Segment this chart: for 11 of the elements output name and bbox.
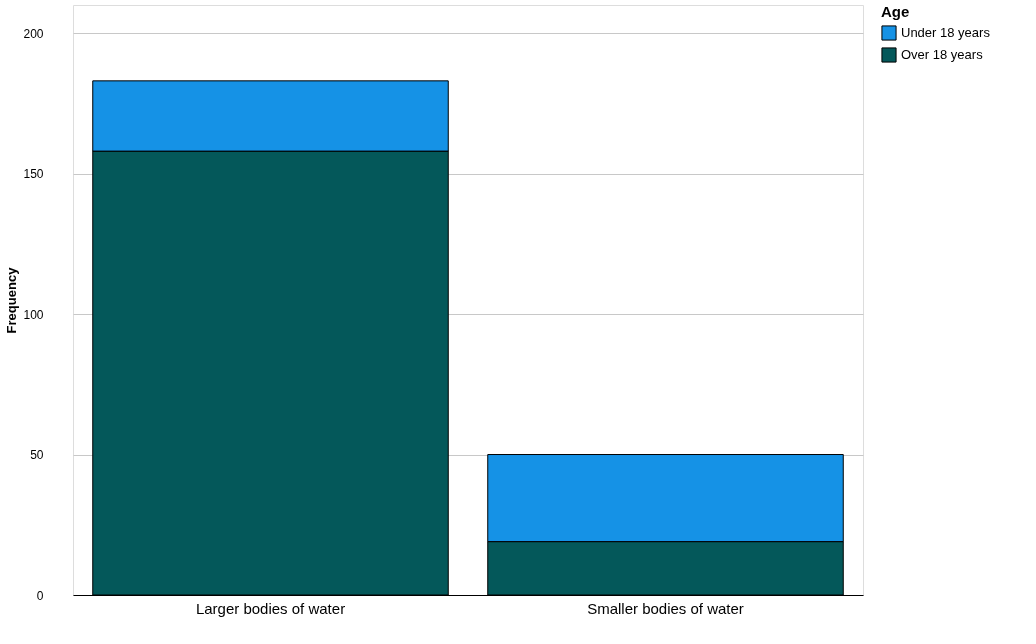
y-tick-label: 200: [23, 26, 44, 41]
legend-title: Age: [881, 3, 910, 20]
legend-label: Over 18 years: [901, 47, 984, 62]
y-tick-label: 100: [23, 307, 44, 322]
y-tick-label: 50: [30, 448, 44, 463]
y-axis-title: Frequency: [4, 266, 20, 334]
x-tick-label: Smaller bodies of water: [587, 599, 744, 617]
legend-label: Under 18 years: [901, 25, 991, 40]
x-tick-label: Larger bodies of water: [195, 599, 346, 617]
y-tick-label: 0: [36, 588, 44, 603]
y-tick-label: 150: [23, 167, 44, 182]
